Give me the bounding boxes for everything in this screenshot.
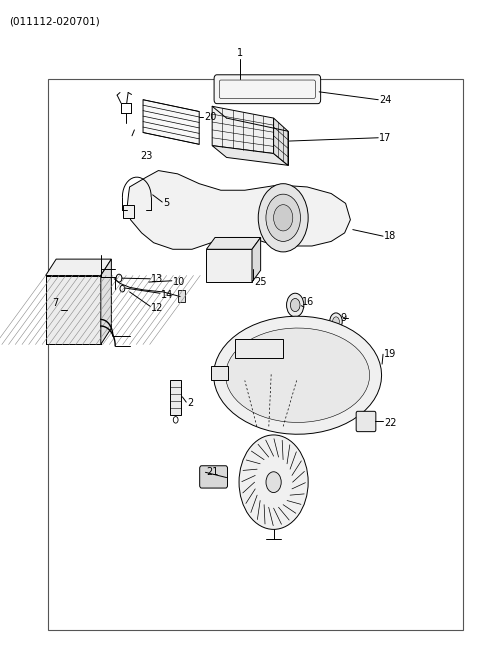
Bar	[206, 249, 252, 282]
FancyBboxPatch shape	[200, 466, 228, 488]
Polygon shape	[46, 259, 111, 276]
Circle shape	[258, 184, 308, 252]
Text: 16: 16	[302, 297, 315, 307]
Text: 14: 14	[161, 290, 173, 300]
Bar	[211, 366, 228, 380]
Text: 1: 1	[237, 48, 243, 58]
Text: 19: 19	[384, 349, 396, 359]
Circle shape	[287, 293, 304, 317]
Text: 9: 9	[341, 313, 347, 323]
Circle shape	[266, 194, 300, 241]
Circle shape	[330, 313, 342, 330]
Polygon shape	[274, 118, 288, 165]
Circle shape	[290, 298, 300, 312]
Text: 13: 13	[151, 274, 164, 284]
Text: 22: 22	[384, 418, 396, 428]
Bar	[123, 205, 134, 218]
FancyBboxPatch shape	[214, 75, 321, 104]
Polygon shape	[212, 106, 274, 154]
Bar	[235, 339, 283, 358]
Text: 18: 18	[384, 231, 396, 241]
Bar	[46, 276, 101, 344]
Text: 24: 24	[379, 94, 392, 105]
Text: (011112-020701): (011112-020701)	[10, 16, 100, 26]
Circle shape	[274, 205, 293, 231]
Text: 5: 5	[163, 198, 169, 209]
Polygon shape	[206, 237, 261, 249]
Text: 20: 20	[204, 112, 216, 122]
Circle shape	[266, 472, 281, 493]
Polygon shape	[214, 316, 382, 434]
FancyBboxPatch shape	[356, 411, 376, 432]
Text: 12: 12	[151, 303, 164, 314]
Text: 25: 25	[254, 277, 267, 287]
Polygon shape	[101, 259, 111, 344]
Bar	[48, 79, 463, 630]
Polygon shape	[212, 146, 288, 165]
Polygon shape	[226, 328, 370, 422]
Circle shape	[333, 317, 339, 326]
Polygon shape	[252, 237, 261, 282]
Text: 7: 7	[52, 298, 59, 308]
Text: 21: 21	[206, 467, 219, 478]
Text: 23: 23	[140, 151, 153, 161]
Text: 17: 17	[379, 133, 392, 143]
Circle shape	[239, 435, 308, 529]
Bar	[46, 276, 101, 344]
Bar	[178, 290, 185, 302]
Polygon shape	[127, 171, 350, 249]
Text: 2: 2	[187, 398, 193, 409]
Text: 10: 10	[173, 277, 185, 287]
Polygon shape	[143, 100, 199, 144]
Bar	[170, 380, 181, 415]
